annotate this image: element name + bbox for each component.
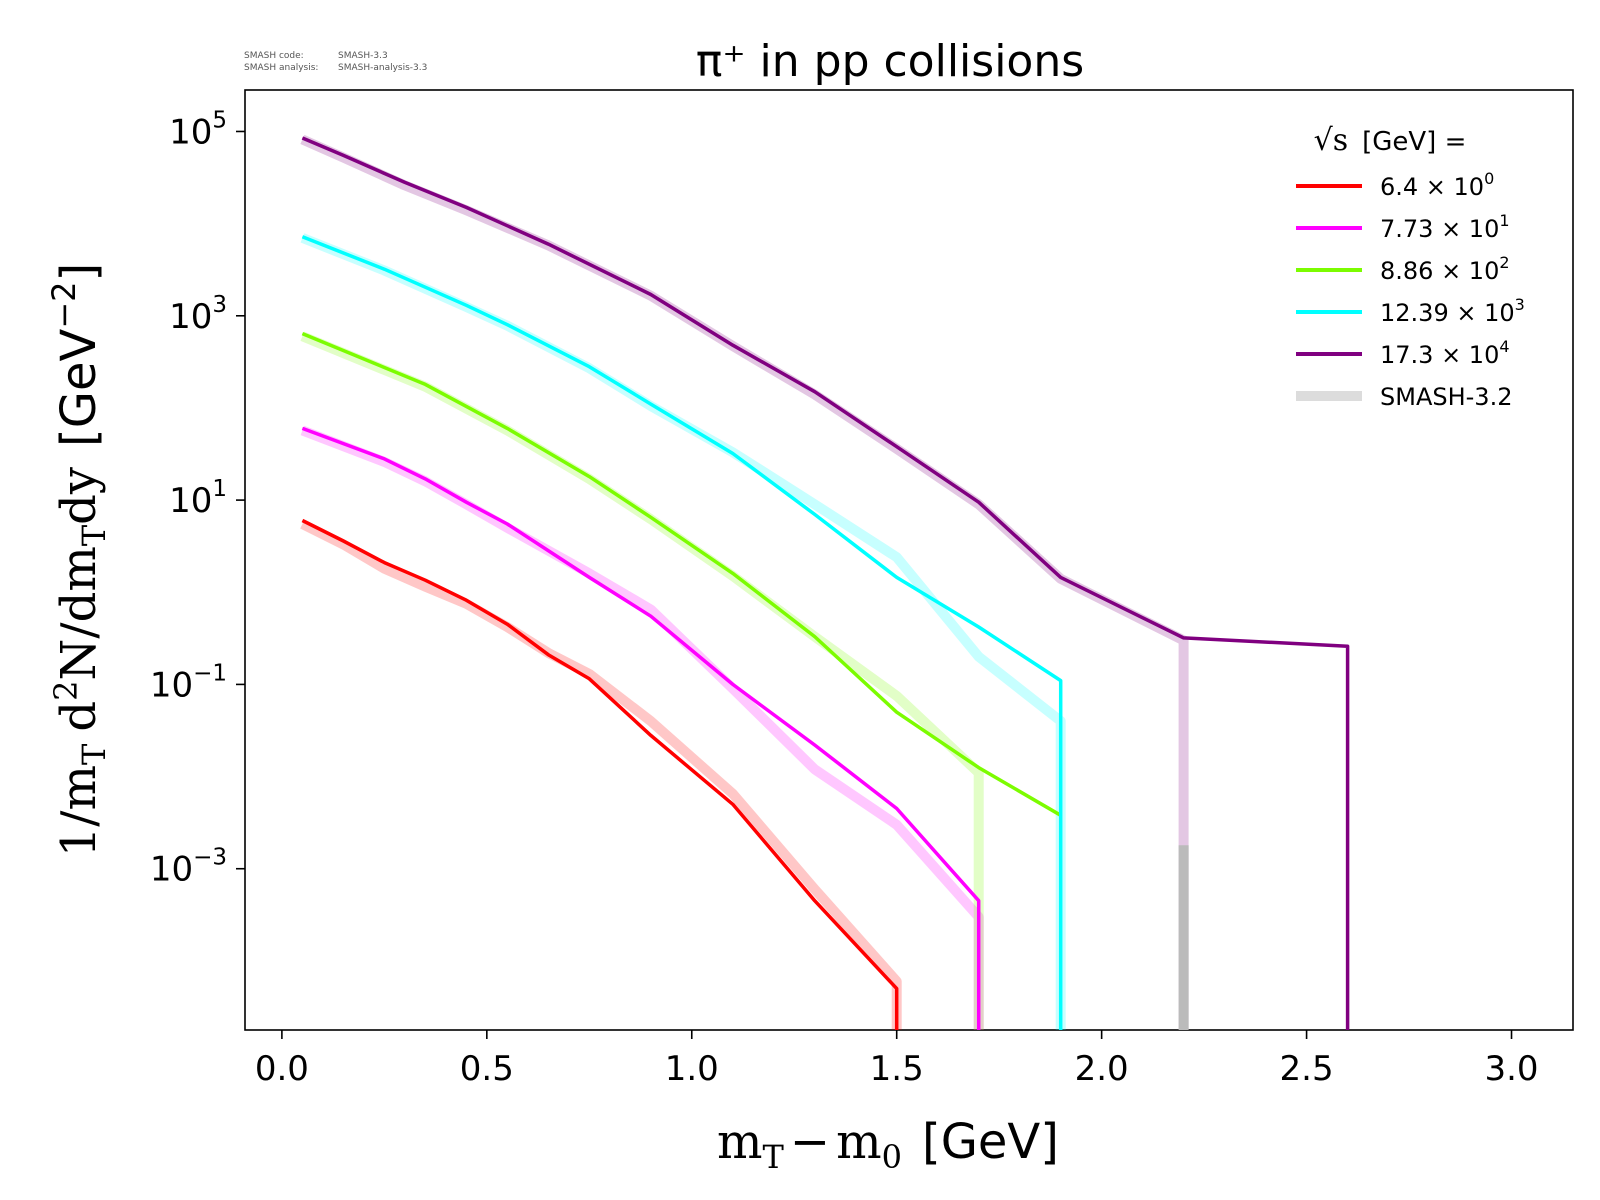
- x-tick-label: 0.5: [460, 1049, 514, 1089]
- x-tick-label: 1.0: [665, 1049, 719, 1089]
- x-tick-label: 1.5: [870, 1049, 924, 1089]
- y-tick-label: 101: [169, 476, 227, 521]
- legend-label: 6.4 × 100: [1380, 169, 1494, 201]
- series-line-5: [301, 136, 1350, 1030]
- legend-label: 7.73 × 101: [1380, 211, 1510, 243]
- x-tick-label: 2.0: [1075, 1049, 1129, 1089]
- chart-title: π⁺ in pp collisions: [696, 36, 1084, 87]
- x-tick-label: 0.0: [255, 1049, 309, 1089]
- y-axis-ticks: 105 103 101 10−1 10−3: [150, 107, 245, 890]
- y-tick-label: 10−1: [150, 660, 227, 705]
- y-tick-label: 105: [169, 107, 227, 152]
- legend-title: √s [GeV] =: [1314, 123, 1467, 158]
- reference-line-3: [300, 331, 984, 1030]
- series-line-2: [301, 426, 981, 1030]
- legend: √s [GeV] = 6.4 × 100 7.73 × 101 8.86 × 102 1…: [1296, 123, 1525, 411]
- legend-entries: 6.4 × 100 7.73 × 101 8.86 × 102 12.39 × 103…: [1296, 169, 1525, 411]
- y-tick-label: 103: [169, 292, 227, 337]
- legend-label: 12.39 × 103: [1380, 295, 1525, 327]
- legend-label: SMASH-3.2: [1380, 383, 1512, 411]
- legend-label: 17.3 × 104: [1380, 337, 1510, 369]
- reference-line-1: [300, 519, 902, 1030]
- series-line-4: [301, 235, 1063, 1030]
- series-line-3: [301, 331, 1062, 817]
- x-axis-ticks: 0.0 0.5 1.0 1.5 2.0 2.5 3.0: [255, 1030, 1539, 1089]
- y-tick-label: 10−3: [150, 845, 227, 890]
- legend-label: 8.86 × 102: [1380, 253, 1510, 285]
- series-lines: [301, 136, 1350, 1030]
- version-analysis-value: SMASH-analysis-3.3: [338, 63, 427, 73]
- x-tick-label: 3.0: [1484, 1049, 1538, 1089]
- plot-frame: [244, 89, 1574, 1031]
- series-line-1: [301, 518, 899, 1030]
- version-code-value: SMASH-3.3: [338, 51, 388, 61]
- x-tick-label: 2.5: [1280, 1049, 1334, 1089]
- y-axis-label: 1/mTd2N/dmTdy[GeV−2]: [45, 263, 113, 857]
- version-info: SMASH code: SMASH-3.3 SMASH analysis: SM…: [244, 51, 427, 73]
- x-axis-label: mT − m0 [GeV]: [717, 1114, 1059, 1176]
- version-code-key: SMASH code:: [244, 51, 304, 61]
- reference-line-2: [300, 425, 984, 1030]
- version-analysis-key: SMASH analysis:: [244, 63, 318, 73]
